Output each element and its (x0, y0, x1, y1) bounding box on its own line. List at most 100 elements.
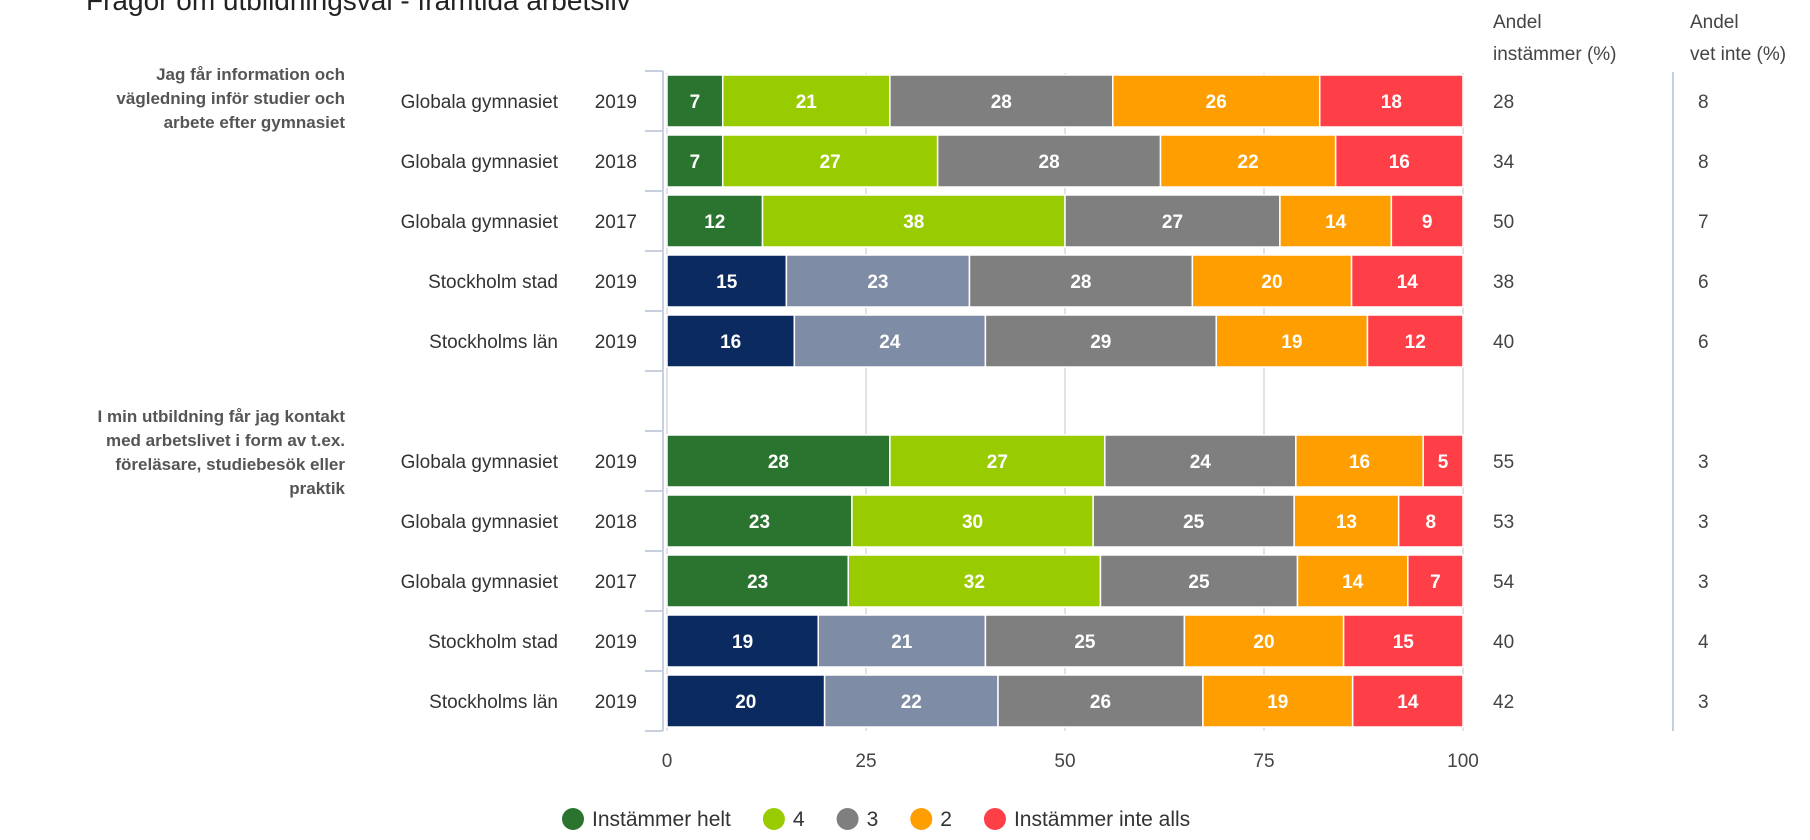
andel-vet-inte-value: 8 (1698, 92, 1709, 113)
bar-value-label: 23 (747, 572, 768, 593)
bar-row: Globala gymnasiet 2018 23 30 25 13 8 53 3 (401, 494, 1709, 548)
row-label: Globala gymnasiet (401, 212, 559, 233)
column-header-line: instämmer (%) (1493, 44, 1617, 65)
bar-segment (1112, 74, 1321, 128)
bar-segment (1334, 134, 1464, 188)
bar-row: Globala gymnasiet 2018 7 27 28 22 16 34 8 (401, 134, 1709, 188)
bar-value-label: 24 (879, 332, 901, 353)
bar-value-label: 25 (1188, 572, 1210, 593)
bar-segment (997, 674, 1204, 728)
andel-vet-inte-value: 3 (1698, 572, 1709, 593)
bar-segment (1350, 254, 1464, 308)
bar-segment (847, 554, 1102, 608)
andel-instammer-value: 50 (1493, 212, 1514, 233)
bar-segment (1407, 554, 1464, 608)
bar-segment (666, 134, 724, 188)
bar-segment (817, 614, 987, 668)
bar-value-label: 16 (720, 332, 741, 353)
bar-segment (666, 74, 724, 128)
bar-segment (889, 74, 1114, 128)
bar-value-label: 27 (1162, 212, 1183, 233)
bar-value-label: 26 (1090, 692, 1111, 713)
bar-segment (1366, 314, 1464, 368)
bar-value-label: 30 (962, 512, 983, 533)
question-labels: Jag får information och vägledning inför … (98, 65, 346, 498)
bar-segment (721, 74, 891, 128)
bar-row: Stockholms län 2019 20 22 26 19 14 42 3 (429, 674, 1709, 728)
legend-label: 3 (867, 808, 879, 831)
column-header-line: Andel (1690, 12, 1739, 33)
bar-value-label: 5 (1438, 452, 1449, 473)
bar-segment (1318, 74, 1464, 128)
question-label: med arbetslivet i form av t.ex. (106, 431, 345, 450)
bar-value-label: 26 (1206, 92, 1227, 113)
bar-segment (1215, 314, 1369, 368)
bar-segment (1342, 614, 1464, 668)
bar-value-label: 25 (1183, 512, 1205, 533)
bar-segment (1422, 434, 1464, 488)
bar-value-label: 20 (1261, 272, 1282, 293)
andel-vet-inte-value: 7 (1698, 212, 1709, 233)
bar-row: Globala gymnasiet 2017 23 32 25 14 7 54 3 (401, 554, 1709, 608)
bar-segment (666, 194, 764, 248)
bar-value-label: 27 (987, 452, 1008, 473)
bar-value-label: 22 (901, 692, 922, 713)
row-year: 2017 (595, 212, 637, 233)
andel-vet-inte-value: 3 (1698, 452, 1709, 473)
bar-value-label: 7 (690, 152, 701, 173)
row-label: Globala gymnasiet (401, 92, 559, 113)
andel-vet-inte-value: 6 (1698, 332, 1709, 353)
andel-vet-inte-value: 4 (1698, 632, 1709, 653)
andel-instammer-value: 54 (1493, 572, 1515, 593)
bar-segment (1183, 614, 1345, 668)
bar-value-label: 19 (732, 632, 753, 653)
bar-segment (984, 314, 1217, 368)
question-label: föreläsare, studiebesök eller (115, 455, 345, 474)
bar-value-label: 23 (749, 512, 770, 533)
andel-vet-inte-value: 3 (1698, 692, 1709, 713)
row-label: Globala gymnasiet (401, 452, 559, 473)
legend-item: 2 (910, 808, 952, 831)
bar-segment (968, 254, 1194, 308)
andel-instammer-value: 53 (1493, 512, 1514, 533)
bar-value-label: 7 (1430, 572, 1441, 593)
legend-marker (836, 808, 859, 830)
legend-item: Instämmer helt (562, 808, 731, 831)
bar-value-label: 19 (1281, 332, 1302, 353)
bar-value-label: 20 (1253, 632, 1274, 653)
bar-value-label: 14 (1397, 272, 1419, 293)
bar-value-label: 15 (1393, 632, 1415, 653)
andel-instammer-value: 55 (1493, 452, 1514, 473)
bar-segment (1295, 434, 1424, 488)
question-label: arbete efter gymnasiet (164, 113, 346, 132)
row-label: Stockholms län (429, 332, 558, 353)
andel-instammer-value: 38 (1493, 272, 1514, 293)
legend-marker (983, 808, 1006, 830)
bar-value-label: 16 (1389, 152, 1410, 173)
legend-item: 3 (836, 808, 879, 831)
row-year: 2019 (595, 692, 637, 713)
bar-segment (666, 314, 796, 368)
bar-segment (936, 134, 1162, 188)
bar-rows: Globala gymnasiet 2019 7 21 28 26 18 28 8Globala… (401, 74, 1709, 728)
andel-instammer-value: 40 (1493, 332, 1514, 353)
andel-instammer-value: 34 (1493, 152, 1515, 173)
bar-value-label: 12 (1405, 332, 1426, 353)
bar-value-label: 21 (891, 632, 913, 653)
bar-segment (1092, 494, 1295, 548)
legend-label: Instämmer helt (592, 808, 731, 831)
row-year: 2018 (595, 152, 637, 173)
legend-marker (762, 808, 785, 830)
x-axis: 0 25 50 75 100 (662, 751, 1479, 772)
bar-value-label: 28 (1039, 152, 1060, 173)
column-header-line: vet inte (%) (1690, 44, 1786, 65)
bar-value-label: 13 (1336, 512, 1357, 533)
legend-label: 4 (793, 808, 805, 831)
row-year: 2019 (595, 332, 637, 353)
bar-row: Globala gymnasiet 2019 28 27 24 16 5 55 3 (401, 434, 1709, 488)
legend-marker (910, 808, 933, 830)
bar-value-label: 21 (796, 92, 818, 113)
bar-row: Stockholm stad 2019 19 21 25 20 15 40 4 (428, 614, 1709, 668)
legend-label: 2 (940, 808, 952, 831)
